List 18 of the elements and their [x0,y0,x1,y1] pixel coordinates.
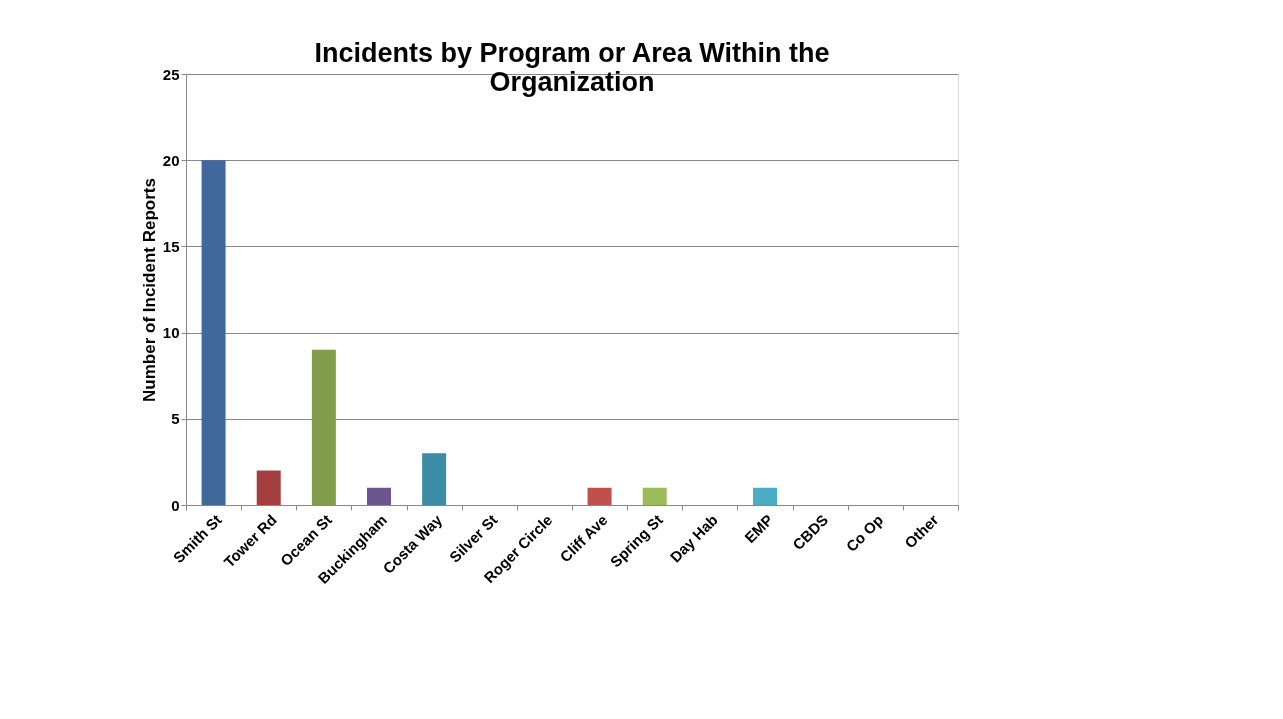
bar [256,470,281,505]
bar [753,487,777,505]
bar [587,487,612,505]
bar [311,349,336,505]
y-tick-label: 20 [162,151,180,169]
y-tick-label: 5 [171,410,180,428]
y-tick-label: 15 [162,237,180,255]
chart-title: Incidents by Program or Area Within the Organization [314,38,830,97]
y-tick-label: 25 [162,65,180,83]
y-tick-label: 0 [171,496,180,514]
x-tick-label: Day Hab [666,511,721,566]
bar [422,453,447,505]
y-axis-title: Number of Incident Reports [139,178,159,402]
bar [201,160,226,505]
bar [367,487,391,505]
bar [642,487,667,505]
x-tick-label: Co Op [842,511,887,555]
y-tick-label: 10 [162,324,180,342]
